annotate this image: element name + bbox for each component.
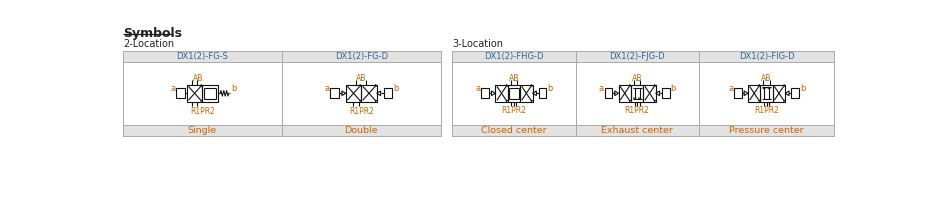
Bar bbox=[791, 88, 800, 98]
Text: R1PR2: R1PR2 bbox=[754, 106, 779, 115]
Text: DX1(2)-FIG-D: DX1(2)-FIG-D bbox=[739, 52, 795, 61]
Bar bbox=[452, 51, 575, 62]
Bar bbox=[384, 88, 392, 98]
Text: DX1(2)-FG-D: DX1(2)-FG-D bbox=[334, 52, 388, 61]
Text: Pressure center: Pressure center bbox=[729, 126, 804, 135]
Text: b: b bbox=[231, 84, 236, 93]
Bar bbox=[734, 88, 742, 98]
Bar bbox=[604, 88, 613, 98]
Bar bbox=[618, 85, 631, 102]
Text: R1PR2: R1PR2 bbox=[502, 106, 527, 115]
Text: Symbols: Symbols bbox=[123, 27, 182, 40]
Text: Exhaust center: Exhaust center bbox=[601, 126, 673, 135]
Text: a: a bbox=[324, 84, 330, 93]
Text: b: b bbox=[800, 84, 805, 93]
Bar bbox=[772, 85, 785, 102]
Text: AB: AB bbox=[192, 74, 203, 83]
Bar bbox=[699, 125, 834, 136]
Bar bbox=[452, 62, 575, 125]
Text: R1PR2: R1PR2 bbox=[625, 106, 650, 115]
Bar bbox=[699, 62, 834, 125]
Text: AB: AB bbox=[761, 74, 771, 83]
Bar bbox=[575, 62, 699, 125]
Bar bbox=[187, 85, 203, 102]
Text: a: a bbox=[599, 84, 604, 93]
Bar bbox=[452, 125, 575, 136]
Bar bbox=[575, 51, 699, 62]
Bar bbox=[644, 85, 656, 102]
Text: b: b bbox=[671, 84, 676, 93]
Bar bbox=[760, 85, 772, 102]
Text: AB: AB bbox=[509, 74, 519, 83]
Text: b: b bbox=[393, 84, 399, 93]
Bar bbox=[176, 88, 185, 98]
Bar bbox=[282, 125, 441, 136]
Text: 3-Location: 3-Location bbox=[452, 39, 503, 49]
Bar bbox=[346, 85, 361, 102]
Text: Closed center: Closed center bbox=[481, 126, 546, 135]
Text: Single: Single bbox=[188, 126, 217, 135]
Bar bbox=[539, 88, 546, 98]
Text: R1PR2: R1PR2 bbox=[348, 107, 374, 116]
Text: a: a bbox=[170, 84, 176, 93]
Text: R1PR2: R1PR2 bbox=[190, 107, 215, 116]
Bar bbox=[203, 85, 218, 102]
Bar bbox=[575, 125, 699, 136]
Bar bbox=[123, 62, 282, 125]
Bar bbox=[495, 85, 508, 102]
Text: 2-Location: 2-Location bbox=[123, 39, 174, 49]
Text: b: b bbox=[547, 84, 553, 93]
Bar bbox=[631, 85, 644, 102]
Bar bbox=[361, 85, 376, 102]
Bar bbox=[481, 88, 489, 98]
Text: DX1(2)-FJG-D: DX1(2)-FJG-D bbox=[609, 52, 665, 61]
Text: a: a bbox=[475, 84, 481, 93]
Text: DX1(2)-FG-S: DX1(2)-FG-S bbox=[177, 52, 228, 61]
Bar bbox=[748, 85, 760, 102]
Bar bbox=[282, 62, 441, 125]
Bar bbox=[520, 85, 532, 102]
Text: DX1(2)-FHG-D: DX1(2)-FHG-D bbox=[484, 52, 544, 61]
Bar bbox=[123, 125, 282, 136]
Bar bbox=[331, 88, 339, 98]
Bar bbox=[662, 88, 670, 98]
Text: AB: AB bbox=[632, 74, 643, 83]
Bar bbox=[123, 51, 282, 62]
Bar bbox=[699, 51, 834, 62]
Bar bbox=[508, 85, 520, 102]
Text: Double: Double bbox=[345, 126, 378, 135]
Text: AB: AB bbox=[356, 74, 366, 83]
Bar bbox=[282, 51, 441, 62]
Text: a: a bbox=[729, 84, 733, 93]
